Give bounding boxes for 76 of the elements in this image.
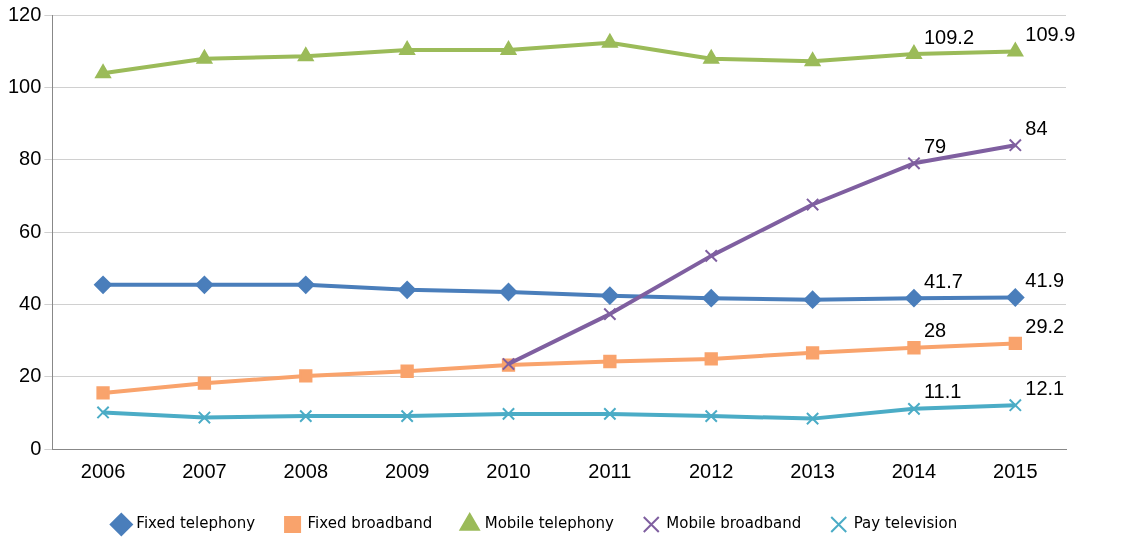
point [904,289,923,308]
y-tick-label: 0 [30,436,42,459]
x-tick-label: 2007 [182,459,227,482]
data-label: 41.7 [923,269,963,292]
point [197,376,212,390]
data-label: 109.9 [1025,23,1076,46]
point [804,52,821,67]
point [96,386,110,400]
x-tick-label: 2011 [588,459,632,482]
point [398,280,417,299]
y-tick-label: 20 [19,364,42,387]
point [400,409,414,423]
point [704,409,718,423]
point [603,307,617,321]
point [907,341,921,355]
point [195,275,214,294]
point [94,275,113,294]
point [1007,42,1024,57]
y-tick-label: 80 [19,147,42,170]
x-tick-label: 2009 [384,459,430,482]
point [297,47,314,62]
data-label: 11.1 [923,380,962,403]
point [702,289,721,308]
point [196,49,213,64]
point [805,411,820,426]
point [603,407,617,421]
data-label: 109.2 [923,25,975,48]
data-label: 84 [1025,116,1048,139]
x-tick-label: 2015 [993,459,1038,482]
legend-label: Mobile telephony [484,514,614,533]
data-label: 12.1 [1025,376,1065,399]
point [501,407,516,421]
x-tick-label: 2010 [486,459,531,482]
x-tick-label: 2006 [80,459,126,482]
data-label: 29.2 [1025,314,1065,337]
point [704,249,718,263]
point [299,369,313,383]
point [296,275,315,294]
point [399,41,416,56]
x-tick-label: 2014 [891,459,937,482]
y-tick-label: 40 [19,291,42,314]
point [1006,288,1025,307]
point [601,33,618,48]
point [704,352,718,366]
point [400,364,414,378]
legend-label: Mobile broadband [666,514,802,533]
y-tick-label: 100 [7,74,42,97]
point [299,409,313,423]
point [96,405,110,420]
point [1008,398,1022,412]
data-label: 28 [923,319,947,342]
point [906,45,922,60]
point [603,354,617,369]
point [805,197,820,212]
data-label: 79 [923,134,947,157]
legend-label: Fixed broadband [307,514,433,533]
data-label: 41.9 [1025,268,1065,291]
point [805,346,820,360]
point [499,283,518,302]
point [1008,138,1022,152]
x-tick-label: 2013 [790,459,835,482]
point [907,156,921,170]
point [803,290,822,309]
x-tick-label: 2008 [283,459,329,482]
point [1008,336,1022,351]
y-tick-label: 60 [19,219,42,242]
point [703,49,720,64]
point [600,286,619,305]
legend-label: Fixed telephony [136,514,256,533]
x-tick-label: 2012 [688,459,734,482]
point [197,410,212,425]
point [500,41,517,56]
legend-label: Pay television [853,514,958,533]
point [907,402,921,416]
point [95,64,111,79]
y-tick-label: 120 [7,2,42,25]
